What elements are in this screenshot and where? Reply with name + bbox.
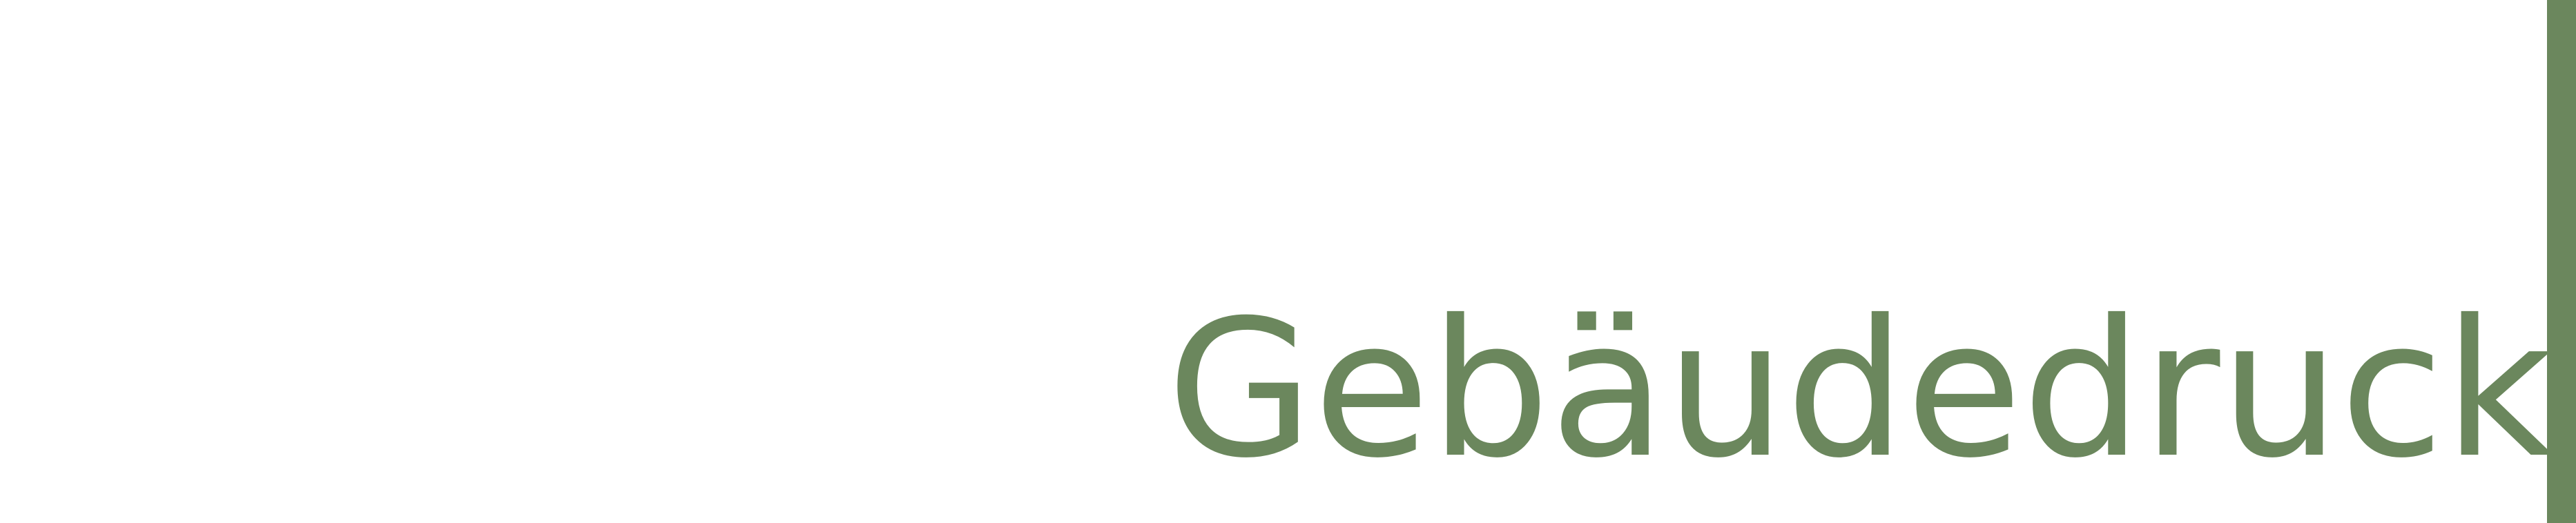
accent-bar: [2547, 0, 2576, 523]
page-title: Gebäudedruck: [1167, 279, 2554, 500]
